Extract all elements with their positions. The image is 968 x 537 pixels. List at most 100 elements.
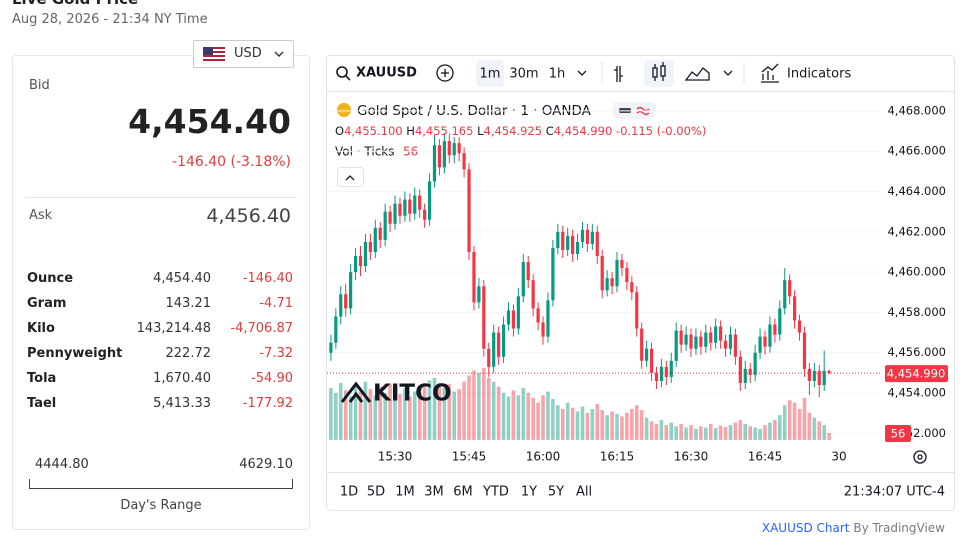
range-button[interactable]: YTD <box>482 485 509 500</box>
candle-body <box>733 334 738 357</box>
candle-body <box>418 195 422 210</box>
volume-bar <box>674 426 679 440</box>
candle-body <box>714 326 718 343</box>
candle-body <box>763 336 767 347</box>
volume-bar <box>748 426 753 440</box>
chevron[interactable] <box>723 70 733 76</box>
last-volume-box <box>885 425 911 443</box>
time-tick-label: 16:45 <box>748 450 783 464</box>
range-button[interactable]: 3M <box>424 485 444 500</box>
unit-price: 222.72 <box>165 346 212 361</box>
candle-body <box>358 256 363 267</box>
volume-bar <box>644 417 649 440</box>
symbol[interactable]: XAUUSD <box>356 66 417 81</box>
volume-bar <box>723 426 728 440</box>
volume-bar <box>472 370 476 440</box>
plot <box>327 110 880 440</box>
candle-body <box>694 336 698 349</box>
candle-body <box>423 209 427 220</box>
volume-bar <box>580 406 585 440</box>
volume-bar <box>334 392 338 440</box>
candle-body <box>625 268 629 283</box>
badge <box>636 106 650 116</box>
volume-bar <box>447 384 452 440</box>
ohlc-key: L <box>477 124 484 138</box>
interval[interactable]: 30m <box>509 67 538 82</box>
candle-icon <box>652 62 666 81</box>
unit-row: Kilo 143,214.48 -4,706.87 <box>13 320 309 340</box>
candle-body <box>442 141 446 168</box>
volume-bar <box>743 423 748 440</box>
candle-body <box>802 332 807 369</box>
volume-bar <box>728 425 733 440</box>
volume-bar <box>787 400 792 440</box>
bar-style[interactable] <box>614 66 623 82</box>
price-tick-label: 4,466.000 <box>887 144 946 158</box>
volume-bar <box>353 385 358 440</box>
candle-body <box>822 370 826 385</box>
indicators[interactable]: Indicators <box>787 67 851 82</box>
volume-bar <box>486 377 491 440</box>
volume-bar <box>625 412 629 440</box>
range-button[interactable]: 1Y <box>521 485 537 500</box>
volume-bar <box>630 408 634 440</box>
volume-bar <box>797 408 802 440</box>
attribution-link[interactable]: XAUUSD Chart <box>762 521 850 535</box>
candle-body <box>684 334 688 345</box>
volume-bar <box>812 417 817 440</box>
ohlc-legend: O4,455.100 H4,455.165 L4,454.925 C4,454.… <box>335 124 706 138</box>
volume-bar <box>600 410 605 440</box>
chevron[interactable] <box>577 70 587 76</box>
range-button[interactable]: 5D <box>367 485 385 500</box>
volume-bar <box>570 407 575 440</box>
volume-bar <box>585 412 590 440</box>
range-button[interactable]: 5Y <box>548 485 564 500</box>
indicators-icon[interactable] <box>761 63 779 83</box>
candle-body <box>807 368 812 381</box>
flag <box>203 47 225 61</box>
volume-bar <box>516 395 521 440</box>
compare[interactable] <box>436 64 454 82</box>
interval-active <box>476 60 504 87</box>
candle-body <box>812 370 816 381</box>
currency-select[interactable]: USD <box>193 40 294 68</box>
volume-bar <box>654 423 659 440</box>
volume-bar <box>408 396 412 440</box>
range-button[interactable]: 6M <box>453 485 473 500</box>
range-high: 4629.10 <box>239 457 293 472</box>
unit-row: Tael 5,413.33 -177.92 <box>13 395 309 415</box>
volume-bar <box>348 396 353 440</box>
candle-body <box>585 229 590 244</box>
candle-body <box>773 324 777 335</box>
unit-change: -4,706.87 <box>230 321 293 336</box>
ohlc-value: 4,454.925 <box>484 124 543 138</box>
volume-bar <box>437 382 442 440</box>
candle-body <box>516 296 520 329</box>
settings[interactable] <box>913 450 927 464</box>
interval[interactable]: 1m <box>480 67 501 82</box>
candle-body <box>472 251 476 303</box>
range-button[interactable]: 1M <box>395 485 415 500</box>
volume-bar <box>526 392 531 440</box>
price-tick-label: 4,454.000 <box>887 386 946 400</box>
volume-bar <box>704 427 708 440</box>
candle-body <box>674 330 678 361</box>
interval[interactable]: 1h <box>549 67 566 82</box>
volume-bar <box>733 422 738 440</box>
volume-bar <box>595 404 600 440</box>
volume-bar <box>511 390 516 440</box>
candle-body <box>743 368 747 383</box>
volume-bar <box>491 381 496 440</box>
candle-body <box>462 153 466 170</box>
candle-body <box>566 235 570 250</box>
volume-bar <box>541 395 545 440</box>
candle-style[interactable] <box>644 60 674 87</box>
candle-body <box>768 324 772 347</box>
range-button[interactable]: All <box>576 485 592 500</box>
area-icon[interactable] <box>684 67 710 81</box>
range-button[interactable]: 1D <box>340 485 358 500</box>
price-tick-label: 4,462.000 <box>887 224 946 238</box>
candle-body <box>778 308 782 335</box>
search[interactable] <box>336 66 351 81</box>
volume-bar <box>496 386 501 440</box>
